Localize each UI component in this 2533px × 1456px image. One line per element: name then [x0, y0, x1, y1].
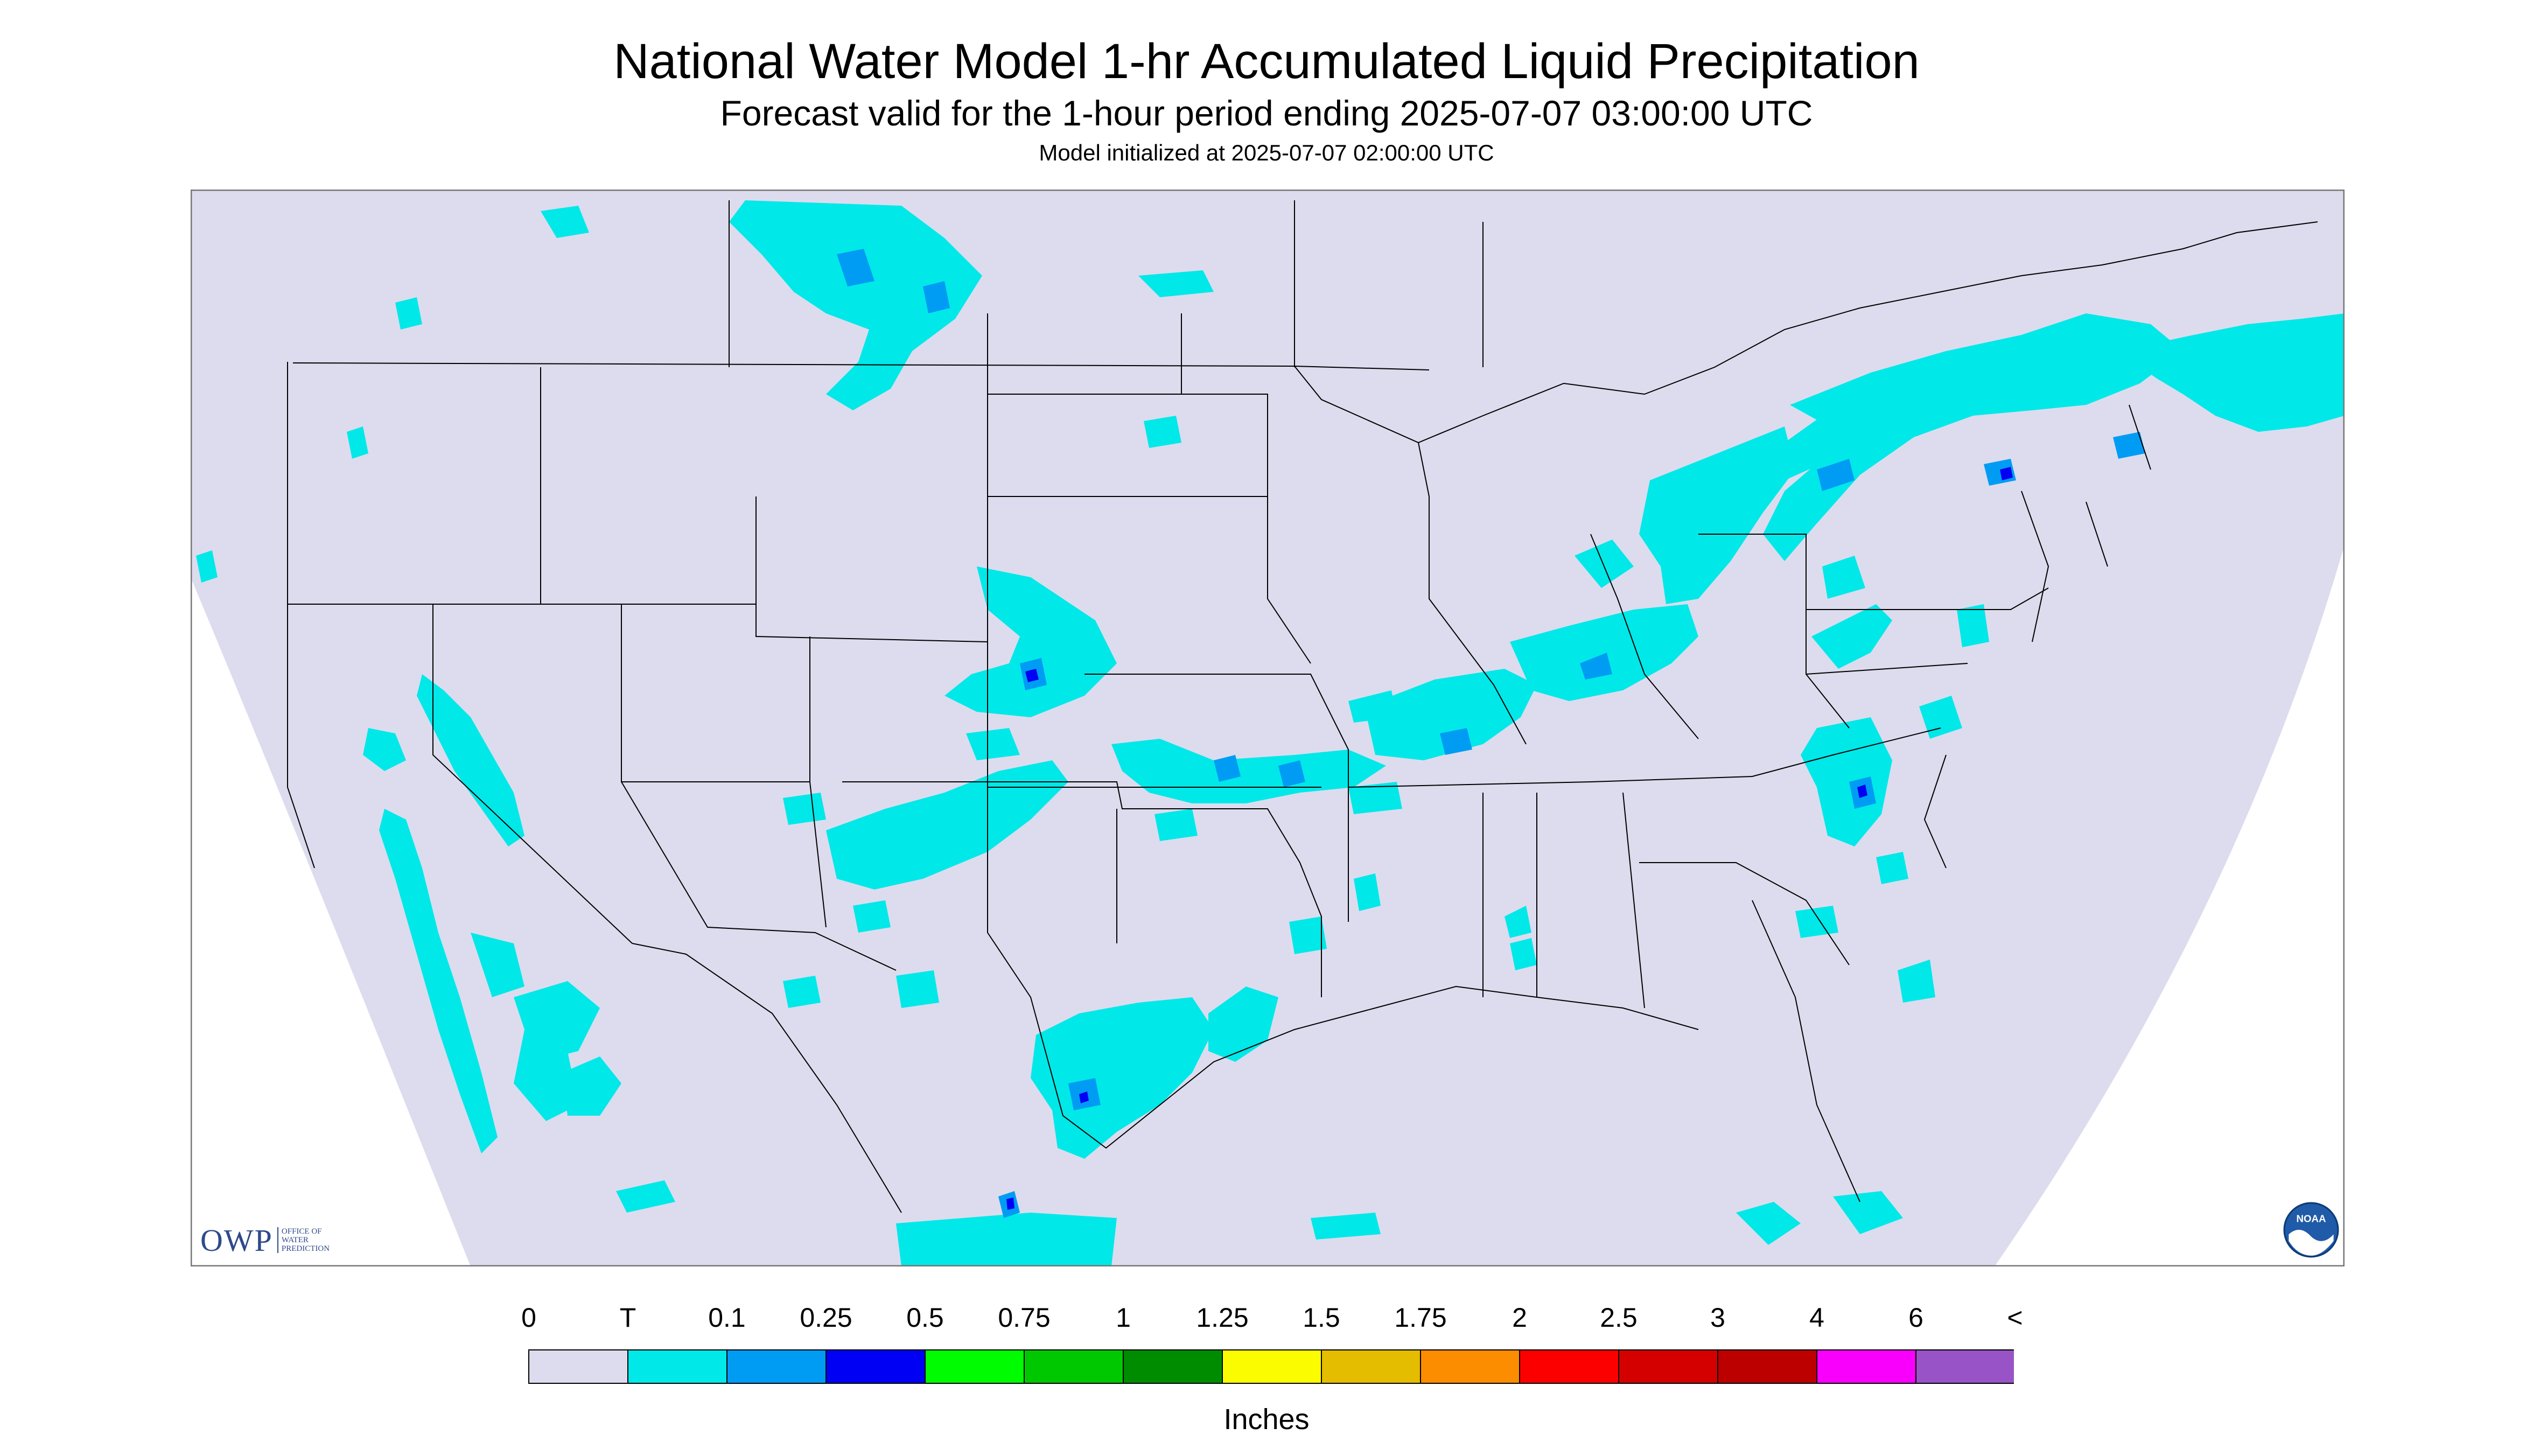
legend-swatch: [1618, 1349, 1718, 1384]
owp-logo-text: OWP: [200, 1222, 273, 1258]
legend-tick-label: <: [2007, 1303, 2023, 1333]
noaa-logo-text: NOAA: [2296, 1213, 2326, 1224]
legend-tick-label: 0.5: [906, 1303, 944, 1333]
legend-swatch: [528, 1349, 628, 1384]
owp-logo: OWP OFFICE OF WATER PREDICTION: [200, 1221, 330, 1259]
legend-swatch: [1717, 1349, 1817, 1384]
legend-tick-label: 0.75: [998, 1303, 1051, 1333]
legend-tick-label: 2: [1512, 1303, 1527, 1333]
legend-tick-label: 1.25: [1196, 1303, 1249, 1333]
legend-tick-label: 0: [521, 1303, 536, 1333]
legend-tick-label: T: [619, 1303, 636, 1333]
boundary-lines: [287, 200, 2318, 1213]
legend-swatch: [825, 1349, 926, 1384]
map-subtitle: Forecast valid for the 1-hour period end…: [720, 93, 1813, 133]
legend-tick-label: 2.5: [1600, 1303, 1638, 1333]
legend-colorbar: [528, 1349, 2014, 1384]
legend-swatch: [1024, 1349, 1124, 1384]
legend-swatch: [627, 1349, 727, 1384]
map-title: National Water Model 1-hr Accumulated Li…: [613, 34, 1920, 89]
legend-tick-label: 0.1: [708, 1303, 746, 1333]
owp-sub-line-2: WATER: [281, 1236, 309, 1244]
legend-units: Inches: [1223, 1403, 1310, 1436]
legend-swatch: [1222, 1349, 1322, 1384]
owp-sub-line-3: PREDICTION: [281, 1244, 330, 1253]
legend-tick-label: 4: [1809, 1303, 1824, 1333]
owp-logo-subtext: OFFICE OF WATER PREDICTION: [277, 1227, 330, 1253]
noaa-logo-icon: NOAA: [2283, 1202, 2339, 1258]
legend-tick-label: 1.75: [1394, 1303, 1447, 1333]
legend-swatch: [726, 1349, 827, 1384]
legend-tick-label: 3: [1710, 1303, 1725, 1333]
legend-tick-label: 1.5: [1303, 1303, 1340, 1333]
legend-swatch: [1816, 1349, 1916, 1384]
precip-moderate-areas: [1006, 467, 2013, 1210]
legend-swatch: [1519, 1349, 1619, 1384]
legend-swatch: [1915, 1349, 2014, 1384]
legend-tick-label: 0.25: [800, 1303, 852, 1333]
legend-swatch: [1123, 1349, 1223, 1384]
legend-swatch: [1420, 1349, 1520, 1384]
owp-sub-line-1: OFFICE OF: [281, 1227, 322, 1236]
model-init-line: Model initialized at 2025-07-07 02:00:00…: [1039, 140, 1494, 165]
legend-tick-label: 1: [1116, 1303, 1131, 1333]
precipitation-map: [191, 190, 2345, 1266]
legend-tick-label: 6: [1908, 1303, 1923, 1333]
map-frame-border: [191, 190, 2345, 1266]
legend-swatch: [925, 1349, 1025, 1384]
legend-swatch: [1321, 1349, 1421, 1384]
